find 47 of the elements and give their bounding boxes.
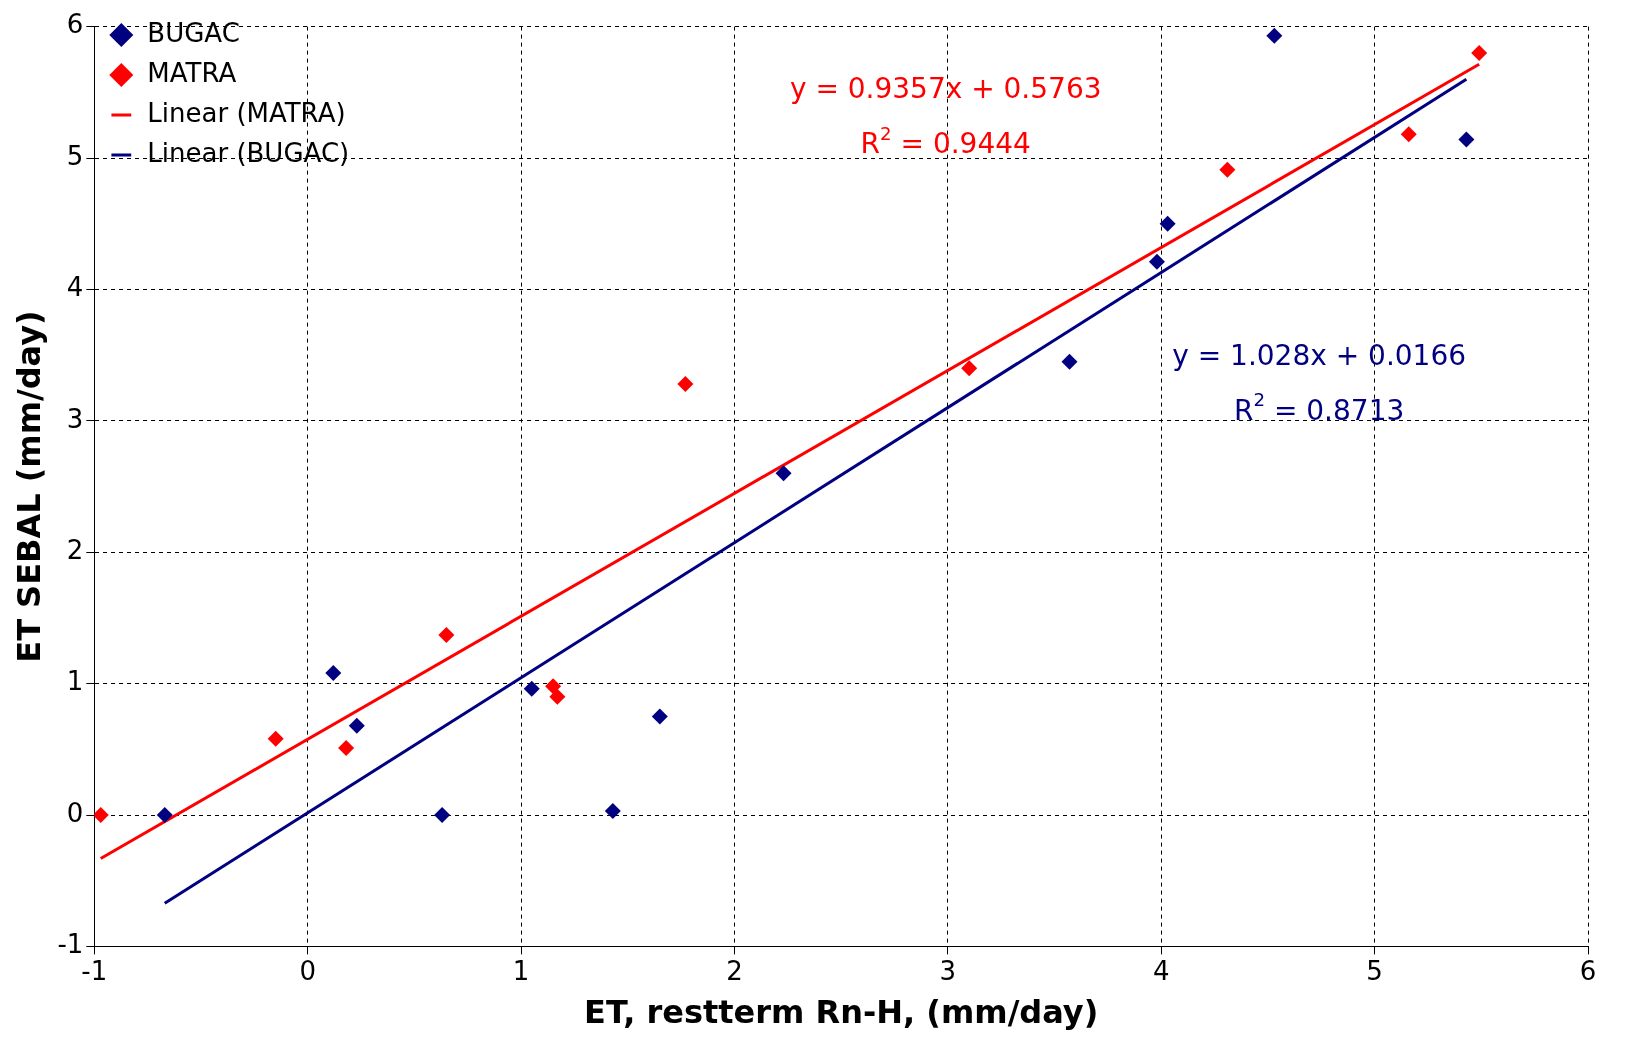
point <box>348 717 365 734</box>
annotation: y = 1.028x + 0.0166 <box>1172 339 1467 373</box>
y-tick-label: 3 <box>66 403 84 434</box>
legend-label: Linear (MATRA) <box>147 97 346 128</box>
x-tick-label: 3 <box>939 955 957 986</box>
legend-label: Linear (BUGAC) <box>147 137 350 168</box>
x-tick-label: 1 <box>512 955 530 986</box>
point <box>1148 253 1165 270</box>
point <box>651 708 668 725</box>
point <box>156 807 173 823</box>
y-tick-label: 2 <box>66 534 84 565</box>
x-tick-label: 5 <box>1366 955 1383 986</box>
point <box>338 739 355 756</box>
point <box>1061 353 1078 370</box>
point <box>1219 161 1236 178</box>
point <box>1159 215 1176 232</box>
y-tick-label: 5 <box>66 140 84 171</box>
y-tick-label: 1 <box>66 666 84 697</box>
point <box>549 688 566 705</box>
y-axis-title: ET SEBAL (mm/day) <box>9 310 48 663</box>
point <box>267 730 284 747</box>
x-tick-label: 0 <box>299 955 316 986</box>
x-tick-label: 6 <box>1579 955 1597 986</box>
point <box>438 626 455 643</box>
point <box>523 680 540 697</box>
point <box>94 807 109 823</box>
point <box>961 360 978 377</box>
x-tick-label: 2 <box>726 955 743 986</box>
x-tick-label: 4 <box>1152 955 1170 986</box>
point <box>1471 44 1488 61</box>
annotation: y = 0.9357x + 0.5763 <box>789 72 1102 106</box>
point <box>775 465 792 482</box>
point <box>677 376 694 393</box>
point <box>1400 126 1417 143</box>
point <box>1458 131 1475 148</box>
x-axis-title: ET, restterm Rn-H, (mm/day) <box>584 993 1099 1032</box>
legend-label: MATRA <box>147 57 237 88</box>
legend-label: BUGAC <box>147 17 240 48</box>
y-tick-label: 0 <box>66 797 84 828</box>
point <box>1266 27 1283 44</box>
y-tick-label: -1 <box>57 929 84 960</box>
y-tick-label: 6 <box>66 9 84 40</box>
point <box>604 803 621 820</box>
point <box>434 807 451 823</box>
point <box>545 678 562 695</box>
y-tick-label: 4 <box>66 272 84 303</box>
point <box>325 665 342 682</box>
